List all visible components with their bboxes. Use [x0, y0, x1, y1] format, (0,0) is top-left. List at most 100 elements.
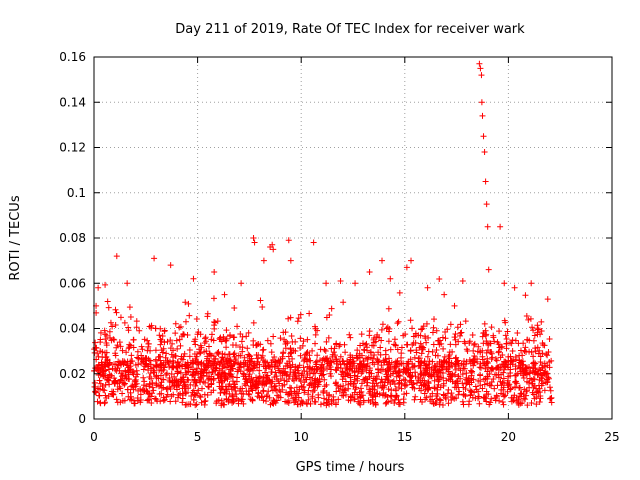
data-point	[385, 305, 392, 312]
data-point	[312, 340, 319, 347]
data-point	[407, 356, 414, 363]
data-point	[223, 386, 230, 393]
data-point	[527, 367, 534, 374]
data-point	[251, 363, 258, 370]
data-point	[173, 337, 180, 344]
data-point	[292, 372, 299, 379]
data-point	[467, 392, 474, 399]
data-point	[198, 344, 205, 351]
data-point	[188, 392, 195, 399]
data-point	[103, 360, 110, 367]
x-tick-label: 5	[194, 430, 202, 444]
data-point	[112, 350, 119, 357]
data-point	[483, 398, 490, 405]
data-point	[544, 296, 551, 303]
data-point	[422, 383, 429, 390]
data-point	[96, 377, 103, 384]
data-point	[413, 379, 420, 386]
data-point	[544, 370, 551, 377]
data-point	[192, 383, 199, 390]
data-point	[113, 396, 120, 403]
data-point	[418, 387, 425, 394]
data-point	[124, 280, 131, 287]
data-point	[167, 345, 174, 352]
data-point	[548, 357, 555, 364]
data-point	[157, 325, 164, 332]
data-point	[421, 390, 428, 397]
data-point	[153, 380, 160, 387]
data-point	[140, 366, 147, 373]
data-point	[535, 371, 542, 378]
data-point	[529, 380, 536, 387]
data-point	[193, 353, 200, 360]
data-point	[546, 336, 553, 343]
data-point	[140, 382, 147, 389]
data-point	[534, 344, 541, 351]
data-point	[172, 330, 179, 337]
data-point	[468, 389, 475, 396]
data-point	[297, 335, 304, 342]
data-point	[352, 280, 359, 287]
data-point	[547, 395, 554, 402]
data-point	[260, 257, 267, 264]
data-point	[419, 345, 426, 352]
data-point	[94, 350, 101, 357]
data-point	[477, 364, 484, 371]
data-point	[408, 379, 415, 386]
data-point	[174, 394, 181, 401]
data-point	[504, 379, 511, 386]
data-point	[236, 343, 243, 350]
data-point	[422, 335, 429, 342]
data-point	[158, 385, 165, 392]
data-point	[106, 328, 113, 335]
data-point	[523, 312, 530, 319]
data-point	[127, 396, 134, 403]
data-point	[241, 380, 248, 387]
data-point	[477, 382, 484, 389]
data-point	[476, 364, 483, 371]
data-point	[231, 334, 238, 341]
data-point	[530, 353, 537, 360]
data-point	[298, 397, 305, 404]
data-point	[393, 363, 400, 370]
data-point	[255, 359, 262, 366]
data-point	[292, 338, 299, 345]
data-point	[313, 366, 320, 373]
data-point	[208, 331, 215, 338]
data-point	[411, 354, 418, 361]
data-point	[239, 348, 246, 355]
x-tick-label: 15	[397, 430, 412, 444]
data-point	[270, 246, 277, 253]
data-point	[112, 306, 119, 313]
data-point	[366, 373, 373, 380]
data-point	[391, 336, 398, 343]
data-point	[412, 339, 419, 346]
data-point	[461, 365, 468, 372]
data-point	[440, 392, 447, 399]
data-point	[512, 356, 519, 363]
data-point	[394, 357, 401, 364]
data-point	[545, 375, 552, 382]
data-point	[538, 327, 545, 334]
data-point	[244, 362, 251, 369]
data-point	[253, 342, 260, 349]
data-point	[443, 377, 450, 384]
data-point	[417, 332, 424, 339]
data-point	[219, 354, 226, 361]
data-point	[347, 363, 354, 370]
data-point	[518, 390, 525, 397]
data-point	[240, 391, 247, 398]
data-point	[226, 390, 233, 397]
data-point	[348, 394, 355, 401]
data-point	[102, 399, 109, 406]
data-point	[303, 358, 310, 365]
data-point	[388, 398, 395, 405]
data-point	[328, 305, 335, 312]
data-point	[229, 373, 236, 380]
y-tick-label: 0.12	[59, 141, 86, 155]
data-point	[282, 329, 289, 336]
data-point	[435, 381, 442, 388]
data-point	[190, 275, 197, 282]
data-point	[491, 385, 498, 392]
data-point	[221, 291, 228, 298]
